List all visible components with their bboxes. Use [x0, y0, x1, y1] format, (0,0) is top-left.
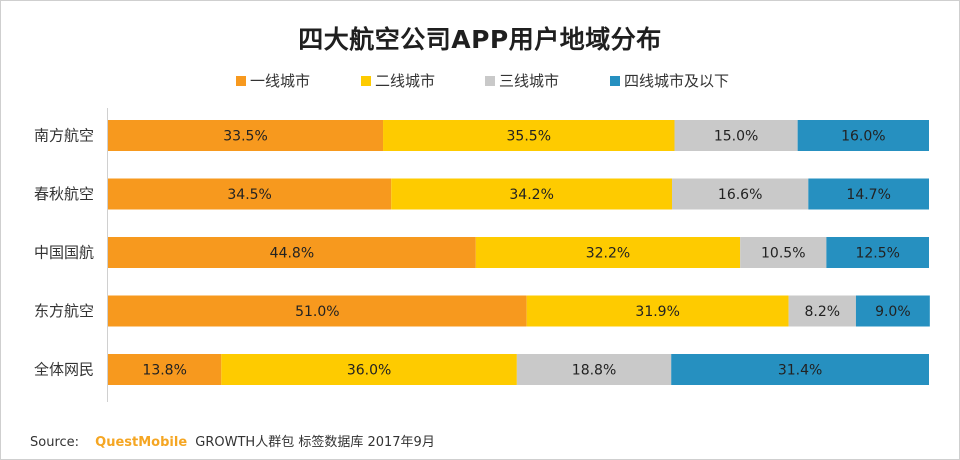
bar-segment — [671, 354, 929, 385]
bar-segment — [383, 120, 675, 151]
data-label: 8.2% — [804, 304, 840, 320]
data-label: 14.7% — [846, 187, 890, 203]
data-label: 31.4% — [778, 363, 822, 379]
source-prefix: Source: — [30, 435, 80, 450]
data-label: 31.9% — [635, 304, 679, 320]
data-label: 35.5% — [507, 129, 551, 145]
bar-segment — [526, 295, 789, 327]
bar-segment — [475, 237, 741, 268]
legend-label-tier3: 三线城市 — [499, 72, 560, 90]
data-label: 34.5% — [227, 187, 271, 203]
legend-label-tier1: 一线城市 — [250, 72, 311, 90]
data-label: 51.0% — [295, 304, 339, 320]
category-label: 中国国航 — [34, 244, 94, 262]
legend-swatch-tier4 — [610, 75, 620, 86]
bar-segment — [826, 237, 929, 268]
legend-swatch-tier2 — [361, 75, 371, 86]
source-brand: QuestMobile — [95, 435, 188, 450]
legend-item-tier4: 四线城市及以下 — [610, 70, 729, 91]
legend-item-tier1: 一线城市 — [236, 70, 310, 91]
chart-title: 四大航空公司APP用户地域分布 — [298, 25, 662, 54]
category-label: 南方航空 — [34, 127, 94, 145]
legend: 一线城市 二线城市 三线城市 四线城市及以下 — [0, 70, 960, 92]
bar-segment — [674, 120, 798, 151]
bar-segment — [797, 120, 929, 151]
bar-segment — [221, 354, 517, 385]
legend-item-tier3: 三线城市 — [485, 70, 559, 91]
category-label: 春秋航空 — [34, 185, 94, 203]
bar-segment — [788, 295, 856, 327]
bar-segment — [108, 354, 222, 385]
legend-item-tier2: 二线城市 — [361, 70, 435, 91]
bar-segment — [740, 237, 827, 268]
data-label: 32.2% — [586, 246, 630, 262]
data-label: 9.0% — [875, 304, 911, 320]
bar-segment — [108, 120, 384, 151]
bar-segment — [108, 295, 527, 327]
bar-segment — [391, 178, 673, 210]
data-label: 33.5% — [223, 129, 267, 145]
bar-segment — [516, 354, 672, 385]
category-label: 全体网民 — [34, 361, 94, 379]
data-label: 12.5% — [855, 246, 899, 262]
legend-label-tier4: 四线城市及以下 — [624, 72, 730, 90]
bar-segment — [108, 178, 392, 210]
data-label: 16.0% — [841, 129, 885, 145]
bar-segment — [808, 178, 929, 210]
data-label: 18.8% — [572, 363, 616, 379]
legend-label-tier2: 二线城市 — [375, 72, 436, 90]
data-label: 36.0% — [347, 363, 391, 379]
data-label: 34.2% — [509, 187, 553, 203]
bar-segment — [672, 178, 809, 210]
data-label: 44.8% — [270, 246, 314, 262]
data-label: 16.6% — [718, 187, 762, 203]
legend-swatch-tier3 — [485, 75, 495, 86]
data-label: 15.0% — [714, 129, 758, 145]
bar-segment — [855, 295, 930, 327]
data-label: 10.5% — [761, 246, 805, 262]
bar-segment — [108, 237, 476, 268]
legend-swatch-tier1 — [236, 75, 246, 86]
category-label: 东方航空 — [34, 302, 94, 320]
data-label: 13.8% — [142, 363, 186, 379]
source-text: GROWTH人群包 标签数据库 2017年9月 — [195, 435, 435, 450]
source-note: Source: QuestMobile GROWTH人群包 标签数据库 2017… — [30, 431, 435, 450]
